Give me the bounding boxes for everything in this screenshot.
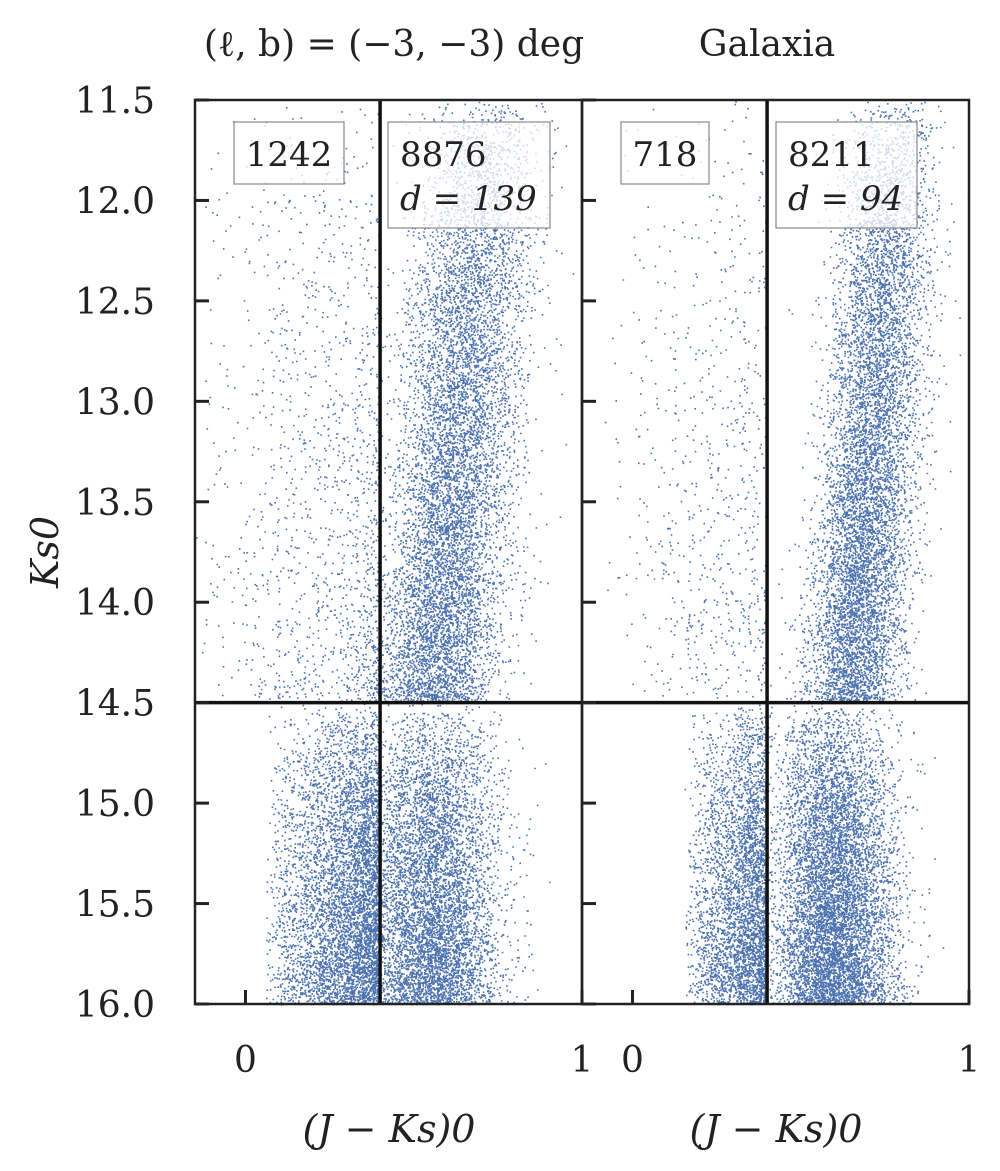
panel-observed: (ℓ, b) = (−3, −3) deg 11.5 12.0 12.5 13.0 13… [23,24,593,1151]
divider-lines [582,100,969,1004]
star-points [604,101,970,1006]
count-label: 1242 [246,135,333,175]
x-axis-label: (J − Ks)0 [690,1107,863,1151]
count-box-red: 8876 d = 139 [387,121,551,229]
count-box-frame [387,121,551,229]
divider-lines [195,100,582,1004]
y-axis-label: Ks0 [23,516,67,589]
count-label: 8211 [788,135,875,175]
x-tick-label: 0 [234,1040,257,1081]
scatter-points [196,101,583,1006]
y-tick-label: 12.0 [75,181,155,222]
plot-frame [580,98,971,1006]
count-box-red: 8211 d = 94 [775,121,918,229]
count-box-frame [620,121,710,185]
dispersion-label: d = 139 [400,179,537,219]
scatter-points [604,101,970,1006]
y-tick-label: 16.0 [75,985,155,1026]
y-tick-label: 11.5 [75,81,155,122]
y-ticks [582,98,596,1006]
x-tick-label: 1 [571,1040,594,1081]
y-tick-label: 15.5 [75,885,155,926]
panel-title: (ℓ, b) = (−3, −3) deg [204,24,584,65]
y-tick-label: 13.5 [75,483,155,524]
y-tick-label: 14.5 [75,684,155,725]
count-box-blue: 718 [620,121,710,185]
count-box-blue: 1242 [233,121,345,185]
x-tick-label: 1 [958,1040,981,1081]
count-box-frame [775,121,918,229]
y-tick-label: 12.5 [75,282,155,323]
y-tick-label: 14.0 [75,583,155,624]
y-tick-label: 13.0 [75,382,155,423]
x-axis-label: (J − Ks)0 [303,1107,476,1151]
y-ticks: 11.5 12.0 12.5 13.0 13.5 14.0 14.5 15.0 15.5 16.0 [75,81,209,1026]
star-points [196,101,583,1006]
count-label: 8876 [400,135,487,175]
panel-title: Galaxia [699,24,835,65]
y-tick-label: 15.0 [75,784,155,825]
dispersion-label: d = 94 [788,179,903,219]
x-tick-label: 0 [621,1040,644,1081]
count-box-frame [233,121,345,185]
count-label: 718 [633,135,698,175]
